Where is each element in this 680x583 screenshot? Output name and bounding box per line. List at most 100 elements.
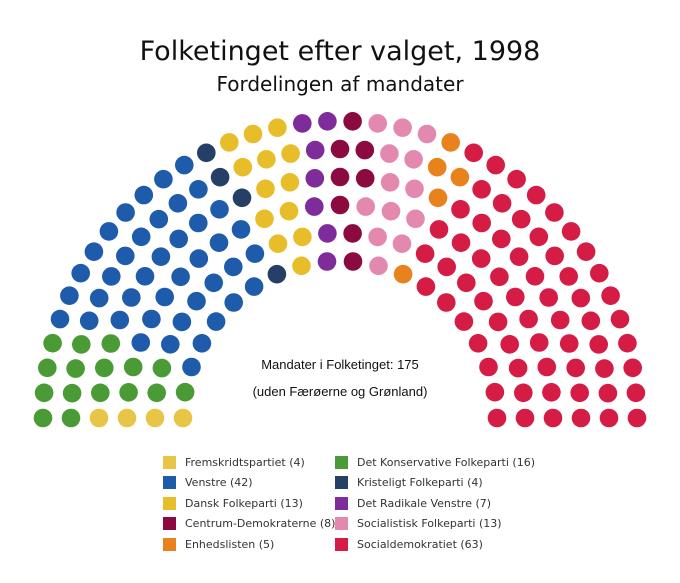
seat-dot xyxy=(343,252,363,271)
seat-dot xyxy=(427,157,447,177)
chart-title: Folketinget efter valget, 1998 xyxy=(139,36,541,67)
seat-dot xyxy=(542,383,561,402)
legend-label: Det Konservative Folkeparti (16) xyxy=(357,455,535,469)
seat-dot xyxy=(99,222,119,241)
seat-dot xyxy=(233,157,253,177)
legend-label: Dansk Folkeparti (13) xyxy=(185,496,303,510)
seat-dot xyxy=(570,383,589,403)
seat-dot xyxy=(509,247,529,266)
seat-dot xyxy=(514,383,533,403)
seat-dot xyxy=(474,291,493,311)
legend-swatch xyxy=(335,476,348,489)
seat-dot xyxy=(147,383,166,403)
seat-dot xyxy=(61,408,81,428)
seat-dot xyxy=(182,357,201,377)
seat-dot xyxy=(529,227,549,247)
seat-dot xyxy=(429,220,449,239)
seat-dot xyxy=(404,150,423,169)
seat-dot xyxy=(175,382,195,402)
seat-dot xyxy=(66,359,85,378)
seat-dot xyxy=(224,293,243,312)
legend-item: Dansk Folkeparti (13) xyxy=(163,495,303,511)
seat-dot xyxy=(437,257,457,277)
seat-dot xyxy=(543,408,563,428)
seat-dot xyxy=(317,252,337,271)
legend-label: Enhedslisten (5) xyxy=(185,537,275,551)
seat-dot xyxy=(380,173,400,192)
seat-dot xyxy=(89,288,109,308)
legend-label: Centrum-Demokraterne (8) xyxy=(185,517,336,530)
seat-dot xyxy=(623,358,642,378)
seat-dot xyxy=(539,288,558,307)
seat-dot xyxy=(142,309,161,329)
legend-swatch xyxy=(335,455,348,469)
seat-dot xyxy=(506,287,525,307)
seat-dot xyxy=(601,286,620,306)
seat-dot xyxy=(257,150,276,169)
seat-dot xyxy=(123,357,143,377)
seat-dot xyxy=(627,408,647,428)
seat-dot xyxy=(318,224,337,243)
seat-dot xyxy=(416,277,436,296)
seat-dot xyxy=(255,209,274,229)
seat-dot xyxy=(91,383,110,403)
seat-dot xyxy=(561,222,581,241)
seat-dot xyxy=(369,256,388,276)
seat-dot xyxy=(492,229,511,249)
seat-dot xyxy=(134,185,154,205)
seat-dot xyxy=(102,267,121,286)
seat-dot xyxy=(559,267,578,286)
legend-item: Kristeligt Folkeparti (4) xyxy=(335,475,483,491)
seat-dot xyxy=(84,242,104,261)
seat-dot xyxy=(232,188,252,208)
legend-item: Socialdemokratiet (63) xyxy=(335,536,483,552)
seat-dot xyxy=(507,169,526,189)
seat-dot xyxy=(116,246,135,266)
seat-dot xyxy=(589,335,608,354)
chart-subtitle: Fordelingen af mandater xyxy=(216,72,464,96)
seat-dot xyxy=(508,358,528,378)
seat-dot xyxy=(197,143,216,163)
seat-dot xyxy=(152,358,172,378)
seat-dot xyxy=(450,167,470,187)
legend-swatch xyxy=(163,476,176,489)
seat-dot xyxy=(479,357,498,377)
seat-dot xyxy=(343,112,362,131)
seat-dot xyxy=(590,263,609,283)
seat-dot xyxy=(355,140,375,160)
seat-dot xyxy=(515,408,535,428)
seat-dot xyxy=(598,383,618,403)
seat-dot xyxy=(145,408,165,428)
seat-dot xyxy=(488,312,508,332)
seat-dot xyxy=(441,133,461,152)
seat-dot xyxy=(154,169,173,189)
seat-dot xyxy=(550,310,570,330)
seat-dot xyxy=(330,195,350,215)
seat-dot xyxy=(451,233,471,252)
seat-dot xyxy=(89,408,109,428)
seat-dot xyxy=(173,408,193,428)
seat-dot xyxy=(149,209,169,229)
seat-dot xyxy=(189,180,208,199)
seat-dot xyxy=(50,309,70,329)
seat-dot xyxy=(72,335,91,354)
seat-dot xyxy=(101,334,121,353)
seat-dot xyxy=(279,201,299,221)
seat-dot xyxy=(33,408,53,428)
legend-item: Venstre (42) xyxy=(163,475,253,491)
seat-dot xyxy=(392,234,412,253)
seat-dot xyxy=(610,309,630,329)
seat-dot xyxy=(110,310,130,330)
legend-label: Venstre (42) xyxy=(185,476,253,489)
seat-dot xyxy=(135,267,155,286)
legend-label: Fremskridtspartiet (4) xyxy=(185,455,305,469)
seat-dot xyxy=(519,309,538,329)
seat-dot xyxy=(192,334,212,353)
legend-label: Kristeligt Folkeparti (4) xyxy=(357,476,483,489)
legend-item: Det Radikale Venstre (7) xyxy=(335,495,491,511)
seat-dot xyxy=(293,114,312,133)
legend-swatch xyxy=(163,517,176,530)
seat-dot xyxy=(457,273,476,293)
seat-dot xyxy=(393,264,413,284)
